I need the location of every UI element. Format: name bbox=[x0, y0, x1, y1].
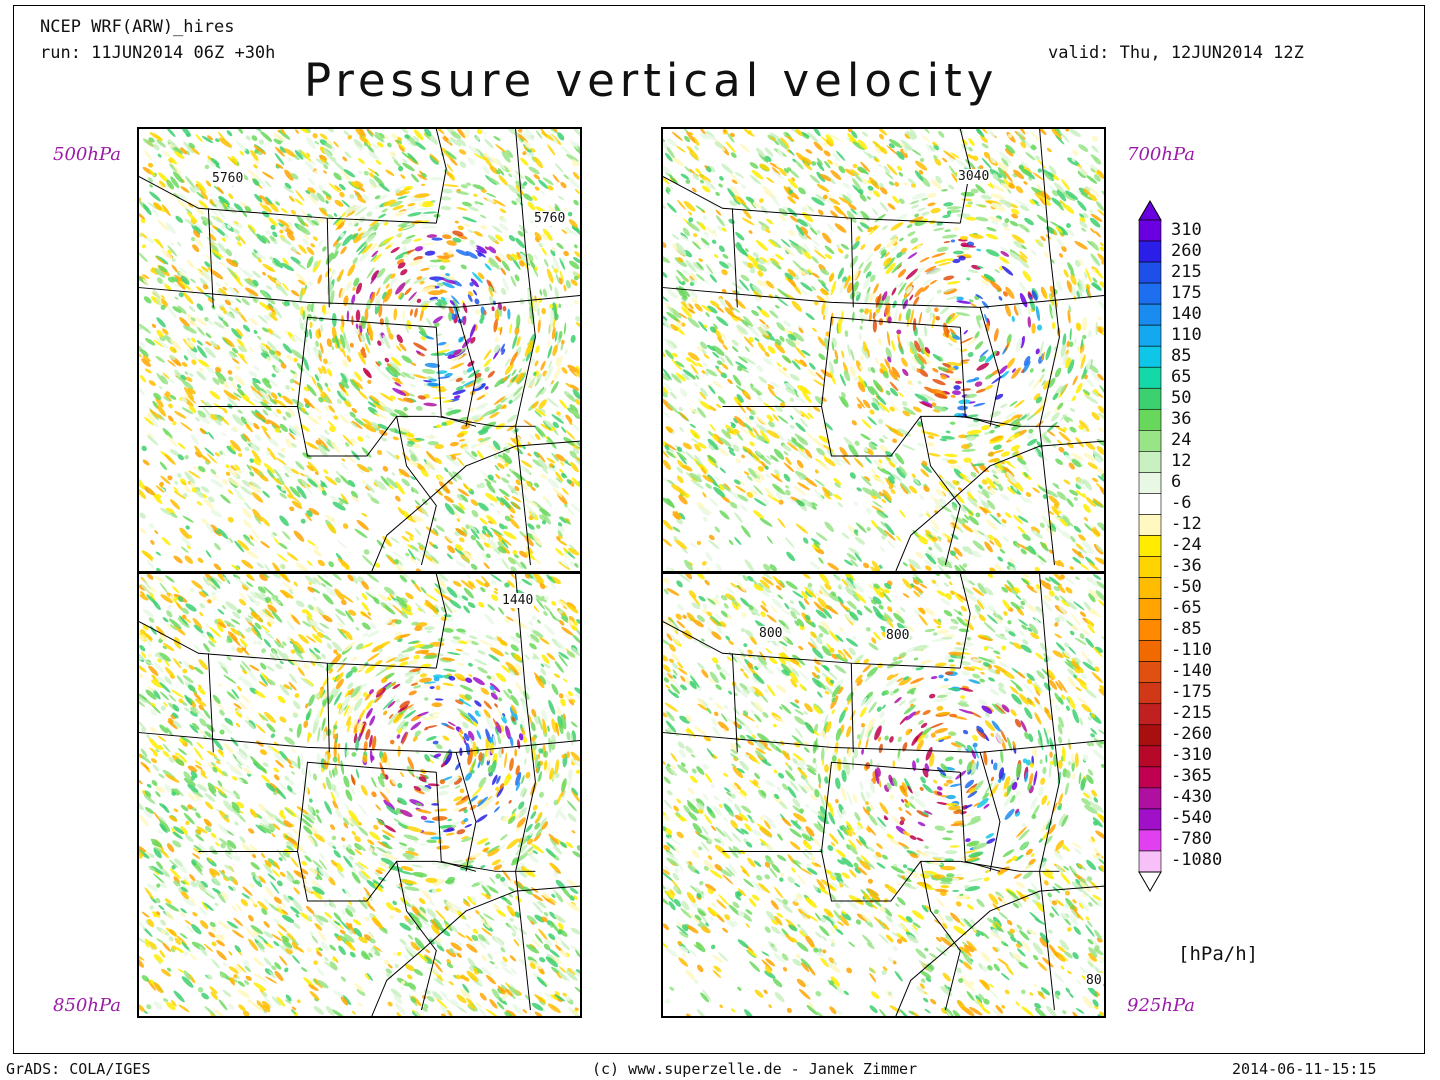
colorbar-min-arrow bbox=[1138, 871, 1162, 892]
colorbar-swatch bbox=[1138, 219, 1162, 242]
footer-software: GrADS: COLA/IGES bbox=[6, 1060, 151, 1078]
colorbar-swatch bbox=[1138, 240, 1162, 263]
run-info: run: 11JUN2014 06Z +30h bbox=[40, 43, 276, 63]
colorbar-tick-label: 24 bbox=[1171, 429, 1192, 450]
colorbar-tick-label: 110 bbox=[1171, 324, 1202, 345]
colorbar-tick-label: -540 bbox=[1171, 808, 1212, 829]
contour-label: 800 bbox=[885, 628, 911, 643]
colorbar-swatch bbox=[1138, 640, 1162, 662]
colorbar-swatch bbox=[1138, 387, 1162, 410]
colorbar-tick-label: -36 bbox=[1171, 556, 1202, 577]
colorbar-swatch bbox=[1138, 535, 1162, 557]
colorbar-tick-label: 65 bbox=[1171, 366, 1192, 387]
map-panel-700hpa: 3040 bbox=[661, 127, 1106, 573]
colorbar-swatch bbox=[1138, 724, 1162, 747]
vertical-velocity-field-850 bbox=[139, 574, 580, 1016]
colorbar-tick-label: 215 bbox=[1171, 261, 1202, 282]
footer-timestamp: 2014-06-11-15:15 bbox=[1232, 1060, 1377, 1078]
vertical-velocity-field-700 bbox=[663, 129, 1104, 571]
colorbar-swatch bbox=[1138, 661, 1162, 684]
colorbar-tick-label: 6 bbox=[1171, 471, 1182, 492]
colorbar-tick-label: -1080 bbox=[1171, 850, 1223, 871]
colorbar-tick-label: 85 bbox=[1171, 345, 1192, 366]
colorbar-tick-label: -430 bbox=[1171, 787, 1212, 808]
colorbar-swatch bbox=[1138, 850, 1162, 873]
map-panel-500hpa: 5760 5760 bbox=[137, 127, 582, 573]
colorbar-max-arrow bbox=[1138, 200, 1162, 221]
colorbar-tick-label: -6 bbox=[1171, 492, 1192, 513]
colorbar-tick-label: -24 bbox=[1171, 535, 1202, 555]
colorbar-tick-label: -260 bbox=[1171, 724, 1212, 745]
colorbar-tick-label: -65 bbox=[1171, 598, 1202, 619]
colorbar-swatch bbox=[1138, 787, 1162, 810]
colorbar-tick-label: 175 bbox=[1171, 282, 1202, 303]
colorbar-tick-label: -215 bbox=[1171, 703, 1212, 724]
level-label-500: 500hPa bbox=[53, 144, 121, 165]
colorbar-tick-label: -50 bbox=[1171, 577, 1202, 598]
colorbar-tick-label: 140 bbox=[1171, 303, 1202, 324]
colorbar-tick-label: -310 bbox=[1171, 745, 1212, 766]
colorbar-swatch bbox=[1138, 430, 1162, 452]
plot-frame bbox=[13, 5, 1425, 1054]
contour-label: 80 bbox=[1085, 973, 1103, 988]
page-title: Pressure vertical velocity bbox=[304, 54, 999, 107]
colorbar-swatch bbox=[1138, 345, 1162, 368]
colorbar-tick-label: 36 bbox=[1171, 408, 1192, 429]
colorbar-swatch bbox=[1138, 324, 1162, 347]
level-label-700: 700hPa bbox=[1127, 144, 1195, 165]
colorbar-swatch bbox=[1138, 556, 1162, 578]
colorbar-swatch bbox=[1138, 808, 1162, 831]
colorbar-tick-label: -110 bbox=[1171, 640, 1212, 661]
colorbar-swatch bbox=[1138, 472, 1162, 494]
colorbar-swatch bbox=[1138, 282, 1162, 305]
contour-label: 1440 bbox=[501, 593, 535, 608]
level-label-925: 925hPa bbox=[1127, 995, 1195, 1016]
model-name: NCEP WRF(ARW)_hires bbox=[40, 17, 235, 37]
colorbar-swatch bbox=[1138, 703, 1162, 726]
valid-time: valid: Thu, 12JUN2014 12Z bbox=[1048, 43, 1304, 63]
contour-label: 5760 bbox=[533, 211, 567, 226]
contour-label: 3040 bbox=[957, 169, 991, 184]
colorbar-swatch bbox=[1138, 366, 1162, 389]
colorbar-tick-label: 260 bbox=[1171, 240, 1202, 261]
colorbar-tick-label: -780 bbox=[1171, 829, 1212, 850]
colorbar-swatch bbox=[1138, 577, 1162, 599]
colorbar-tick-label: -85 bbox=[1171, 619, 1202, 640]
map-panel-850hpa: 1440 bbox=[137, 572, 582, 1018]
colorbar-swatch bbox=[1138, 745, 1162, 768]
colorbar-swatch bbox=[1138, 408, 1162, 431]
units-label: [hPa/h] bbox=[1178, 943, 1259, 965]
colorbar-swatch bbox=[1138, 514, 1162, 536]
vertical-velocity-field-925 bbox=[663, 574, 1104, 1016]
colorbar-tick-label: 12 bbox=[1171, 450, 1192, 471]
colorbar-swatch bbox=[1138, 619, 1162, 641]
colorbar-swatch bbox=[1138, 451, 1162, 473]
colorbar-swatch bbox=[1138, 303, 1162, 326]
colorbar-tick-label: -175 bbox=[1171, 682, 1212, 703]
colorbar-tick-label: -365 bbox=[1171, 766, 1212, 787]
vertical-velocity-field-500 bbox=[139, 129, 580, 571]
colorbar-tick-label: -140 bbox=[1171, 661, 1212, 682]
colorbar-tick-label: 310 bbox=[1171, 219, 1202, 240]
footer-credit: (c) www.superzelle.de - Janek Zimmer bbox=[592, 1060, 918, 1078]
contour-label: 5760 bbox=[211, 171, 245, 186]
colorbar-swatch bbox=[1138, 766, 1162, 789]
colorbar-tick-label: -12 bbox=[1171, 513, 1202, 534]
map-panel-925hpa: 800 800 80 bbox=[661, 572, 1106, 1018]
colorbar-swatch bbox=[1138, 829, 1162, 852]
colorbar-swatch bbox=[1138, 261, 1162, 284]
colorbar-swatch bbox=[1138, 493, 1162, 515]
colorbar-swatch bbox=[1138, 598, 1162, 620]
colorbar-tick-label: 50 bbox=[1171, 387, 1192, 408]
colorbar bbox=[1138, 200, 1162, 892]
contour-label: 800 bbox=[758, 626, 784, 641]
level-label-850: 850hPa bbox=[53, 995, 121, 1016]
colorbar-swatch bbox=[1138, 682, 1162, 705]
